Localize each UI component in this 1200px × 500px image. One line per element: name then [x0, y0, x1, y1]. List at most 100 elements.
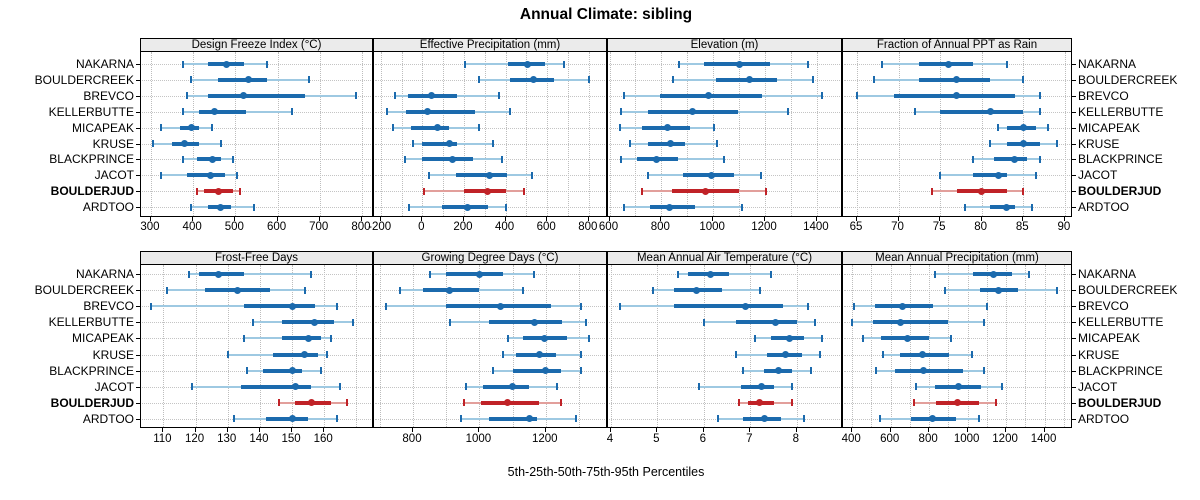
whisker-cap: [407, 203, 410, 211]
whisker-cap: [914, 383, 917, 391]
whisker-cap: [879, 415, 882, 423]
x-tick: [360, 217, 362, 221]
median-dot: [707, 270, 715, 278]
station-label-left: BOULDERCREEK: [34, 72, 134, 87]
x-tick: [504, 217, 506, 221]
percentile-range-25-75: [272, 352, 318, 357]
whisker-cap: [809, 367, 812, 375]
whisker-cap: [1047, 124, 1050, 132]
x-tick: [980, 217, 982, 221]
gridline: [765, 51, 767, 216]
median-dot: [523, 60, 531, 68]
x-tick-label: 200: [453, 221, 473, 233]
whisker-cap: [677, 270, 680, 278]
whisker-cap: [622, 92, 625, 100]
x-tick-label: 800: [918, 433, 938, 445]
whisker-cap: [308, 76, 311, 84]
gridline: [526, 51, 528, 216]
whisker-cap: [972, 155, 975, 163]
y-tick: [1072, 79, 1076, 81]
median-dot: [210, 108, 218, 116]
whisker-cap: [428, 270, 431, 278]
median-dot: [953, 76, 961, 84]
x-tick: [855, 217, 857, 221]
median-dot: [896, 318, 904, 326]
x-tick: [323, 428, 325, 432]
median-dot: [919, 367, 927, 375]
y-tick: [1072, 175, 1076, 177]
whisker-cap: [463, 60, 466, 68]
gridline: [324, 264, 326, 427]
whisker-cap: [533, 270, 536, 278]
whisker-cap: [326, 351, 329, 358]
x-tick-label: -200: [368, 221, 392, 233]
whisker-cap: [989, 140, 991, 147]
median-dot: [664, 124, 672, 132]
whisker-cap: [385, 108, 388, 116]
percentile-range-25-75: [186, 173, 225, 178]
median-dot: [1003, 203, 1011, 211]
whisker-cap: [345, 399, 348, 407]
y-tick: [1072, 402, 1076, 404]
whisker-cap: [933, 270, 936, 278]
gridline: [929, 264, 931, 427]
whisker-cap: [320, 367, 323, 375]
y-tick: [136, 191, 140, 193]
median-dot: [206, 171, 214, 179]
median-dot: [652, 155, 660, 163]
station-label-left: ARDTOO: [82, 411, 134, 426]
percentile-range-25-75: [243, 304, 315, 309]
median-dot: [223, 60, 231, 68]
whisker-cap: [853, 302, 856, 310]
percentile-range-25-75: [482, 384, 530, 389]
station-label-left: BREVCO: [83, 299, 134, 314]
station-label-right: BOULDERCREEK: [1078, 72, 1178, 87]
percentile-range-5-95: [189, 273, 312, 275]
x-tick-label: 75: [932, 221, 946, 233]
x-tick-label: 600: [880, 433, 900, 445]
y-tick: [136, 64, 140, 65]
y-tick: [136, 143, 140, 145]
whisker-cap: [246, 367, 249, 375]
gridline: [463, 51, 465, 216]
whisker-cap: [394, 92, 397, 100]
whisker-cap: [735, 351, 738, 358]
x-tick-label: 7: [746, 433, 753, 445]
station-label-right: BLACKPRINCE: [1078, 152, 1163, 167]
median-dot: [311, 318, 319, 326]
station-label-left: BOULDERCREEK: [34, 283, 134, 298]
median-dot: [181, 140, 189, 147]
gridline: [422, 51, 424, 216]
y-tick: [136, 338, 140, 340]
panel-3: [607, 51, 842, 217]
y-tick: [1072, 111, 1076, 113]
whisker-cap: [640, 187, 643, 195]
whisker-cap: [530, 171, 533, 179]
x-tick: [1063, 217, 1065, 221]
station-label-left: KELLERBUTTE: [48, 315, 134, 330]
whisker-cap: [971, 351, 974, 358]
whisker-cap: [811, 76, 814, 84]
median-dot: [525, 415, 533, 423]
whisker-cap: [716, 415, 719, 423]
station-label-right: MICAPEAK: [1078, 120, 1141, 135]
median-dot: [954, 383, 962, 391]
row-guide: [375, 127, 605, 129]
gridline: [505, 51, 507, 216]
whisker-cap: [619, 302, 622, 310]
y-tick: [1072, 322, 1076, 324]
panel-strip: Frost-Free Days: [140, 251, 373, 265]
whisker-cap: [698, 383, 701, 391]
x-tick-label: 120: [184, 433, 205, 445]
gridline: [713, 51, 715, 216]
gridline: [319, 51, 321, 216]
median-dot: [990, 270, 998, 278]
y-tick: [1072, 159, 1076, 161]
percentile-range-5-95: [150, 305, 338, 308]
percentile-range-25-75: [994, 157, 1028, 162]
whisker-cap: [821, 92, 824, 100]
percentile-range-25-75: [736, 320, 797, 325]
percentile-range-25-75: [446, 272, 503, 276]
y-tick: [1072, 191, 1076, 193]
median-dot: [301, 351, 309, 358]
